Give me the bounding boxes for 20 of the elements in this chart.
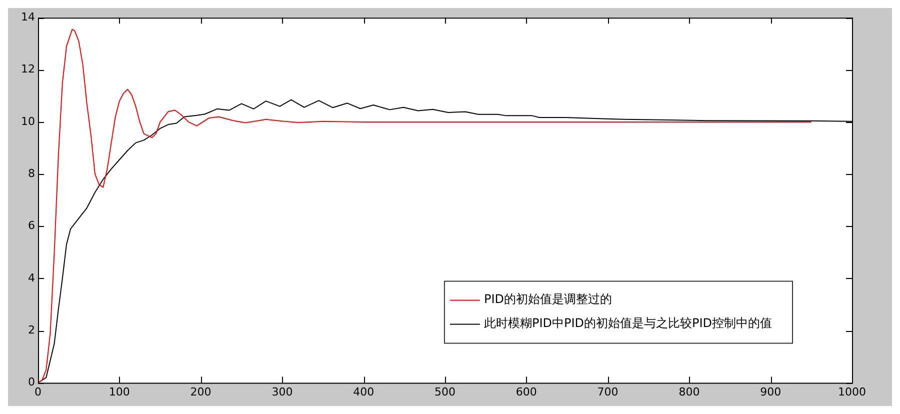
y-tick-label: 6	[28, 219, 35, 232]
y-tick-label: 14	[20, 10, 35, 24]
y-tick-label: 10	[20, 114, 35, 128]
x-tick-label: 800	[678, 385, 700, 398]
y-tick-label: 8	[28, 166, 35, 180]
x-tick-label: 600	[516, 385, 537, 398]
y-tick-label: 2	[28, 323, 35, 336]
x-tick-label: 100	[108, 385, 130, 398]
x-tick-label: 200	[190, 385, 212, 398]
y-tick-label: 4	[28, 271, 35, 284]
legend-label: PID的初始值是调整过的	[484, 292, 612, 306]
x-tick-label: 700	[597, 385, 618, 398]
x-tick-label: 400	[353, 385, 374, 398]
x-tick-label: 900	[760, 385, 782, 398]
y-tick-label: 12	[20, 62, 35, 76]
x-tick-label: 300	[272, 385, 293, 398]
y-tick-label: 0	[28, 376, 35, 389]
legend-label: 此时模糊PID中PID的初始值是与之比较PID控制中的值	[484, 316, 772, 330]
x-tick-label: 1000	[838, 385, 866, 398]
x-tick-label: 500	[434, 385, 456, 398]
